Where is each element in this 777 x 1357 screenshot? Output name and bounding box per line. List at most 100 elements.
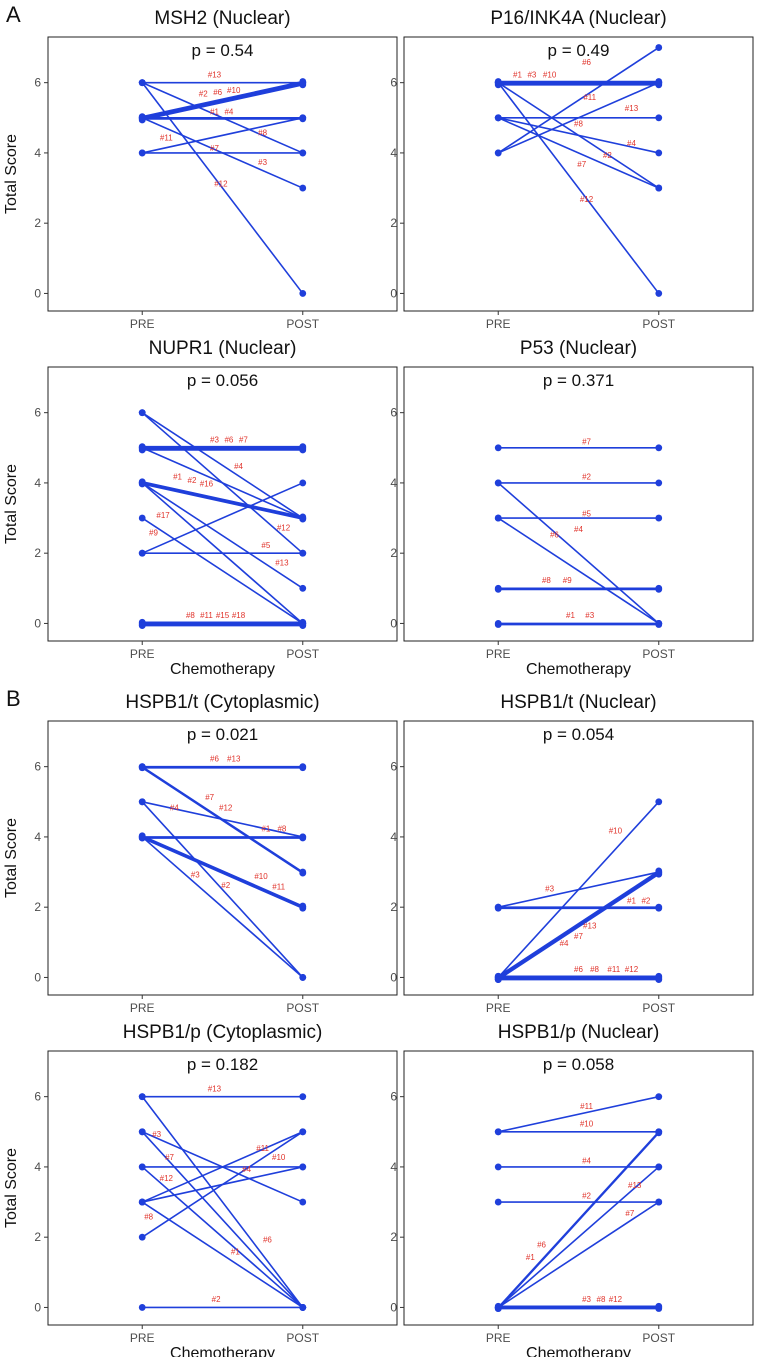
patient-label: #5 bbox=[582, 509, 591, 518]
pre-point bbox=[494, 1302, 502, 1310]
y-tick-label: 4 bbox=[390, 476, 397, 490]
pre-point bbox=[494, 79, 502, 87]
patient-label: #8 bbox=[590, 965, 599, 974]
post-point bbox=[655, 1198, 663, 1206]
post-point bbox=[299, 446, 307, 454]
chart-title: HSPB1/p (Cytoplasmic) bbox=[123, 1022, 323, 1043]
patient-label: #4 bbox=[224, 107, 233, 116]
patient-label: #18 bbox=[232, 611, 246, 620]
patient-label: #11 bbox=[580, 1102, 593, 1111]
patient-line bbox=[141, 1131, 304, 1203]
post-point bbox=[299, 513, 307, 521]
pre-point bbox=[138, 479, 146, 487]
patient-label: #13 bbox=[275, 558, 289, 567]
patient-label: #12 bbox=[219, 804, 233, 813]
patient-label: #6 bbox=[213, 88, 222, 97]
patient-label: #8 bbox=[597, 1295, 606, 1304]
patient-label: #3 bbox=[210, 436, 219, 445]
patient-line bbox=[141, 836, 304, 979]
patient-line bbox=[142, 801, 303, 838]
post-point bbox=[655, 798, 663, 806]
plot-frame bbox=[403, 366, 754, 642]
pre-point bbox=[138, 1233, 146, 1241]
patient-label: #8 bbox=[542, 576, 551, 585]
y-tick-label: 0 bbox=[390, 1300, 397, 1314]
pre-point bbox=[494, 149, 502, 157]
patient-label: #7 bbox=[574, 932, 583, 941]
patient-label: #15 bbox=[216, 611, 230, 620]
chart-8: HSPB1/p (Nuclear) p = 0.058 0 2 4 6 PRE POST Che… bbox=[390, 1022, 754, 1357]
patient-line bbox=[497, 81, 660, 154]
patient-label: #3 bbox=[527, 70, 536, 79]
patient-label: #1 bbox=[513, 70, 522, 79]
p-value: p = 0.021 bbox=[187, 725, 258, 744]
post-point bbox=[299, 290, 307, 297]
patient-label: #10 bbox=[609, 826, 623, 835]
pre-point bbox=[494, 479, 502, 487]
pre-point bbox=[138, 549, 146, 557]
y-tick-label: 4 bbox=[34, 146, 41, 160]
patient-label: #6 bbox=[574, 965, 583, 974]
x-tick-label: PRE bbox=[130, 317, 155, 331]
y-tick-label: 0 bbox=[34, 286, 41, 300]
patient-line bbox=[142, 82, 303, 120]
patient-label: #6 bbox=[224, 436, 233, 445]
patient-line bbox=[142, 482, 303, 519]
y-tick-label: 4 bbox=[34, 830, 41, 844]
patient-label: #13 bbox=[583, 921, 597, 930]
post-point bbox=[299, 584, 307, 592]
patient-line bbox=[141, 1131, 304, 1238]
chart-5: HSPB1/t (Cytoplasmic) p = 0.021 0 2 4 6 PRE POS… bbox=[3, 692, 398, 1015]
y-tick-label: 2 bbox=[390, 1230, 397, 1244]
pre-point bbox=[494, 1128, 502, 1136]
pre-point bbox=[138, 149, 146, 157]
plot-frame bbox=[47, 36, 398, 312]
patient-label: #4 bbox=[242, 1165, 251, 1174]
patient-label: #4 bbox=[234, 462, 243, 471]
pre-point bbox=[494, 976, 502, 984]
patient-label: #10 bbox=[227, 86, 241, 95]
patient-label: #13 bbox=[625, 104, 639, 113]
patient-line bbox=[497, 117, 660, 189]
pre-point bbox=[494, 514, 502, 522]
patient-label: #3 bbox=[545, 884, 554, 893]
patient-line bbox=[497, 46, 660, 154]
patient-line bbox=[142, 80, 303, 118]
p-value: p = 0.49 bbox=[548, 41, 610, 60]
patient-label: #3 bbox=[152, 1130, 161, 1139]
patient-label: #2 bbox=[221, 881, 230, 890]
patient-line bbox=[141, 1166, 304, 1309]
post-point bbox=[655, 290, 663, 297]
x-tick-label: POST bbox=[642, 647, 675, 661]
patient-line bbox=[497, 801, 660, 978]
patient-line bbox=[141, 837, 304, 910]
post-point bbox=[299, 622, 307, 630]
patient-line bbox=[141, 801, 304, 978]
patient-label: #4 bbox=[170, 804, 179, 813]
post-point bbox=[299, 549, 307, 557]
y-tick-label: 4 bbox=[390, 146, 397, 160]
x-tick-label: PRE bbox=[486, 1331, 511, 1345]
chart-2: P16/INK4A (Nuclear) p = 0.49 0 2 4 6 PRE POST #1… bbox=[390, 8, 754, 331]
y-tick-label: 0 bbox=[34, 1300, 41, 1314]
patient-label: #5 bbox=[261, 541, 270, 550]
patient-label: #1 bbox=[526, 1253, 535, 1262]
pre-point bbox=[138, 1198, 146, 1206]
y-tick-label: 0 bbox=[34, 616, 41, 630]
pre-point bbox=[138, 409, 146, 417]
patient-label: #6 bbox=[210, 754, 219, 763]
post-point bbox=[655, 1302, 663, 1310]
post-point bbox=[655, 870, 663, 878]
patient-label: #2 bbox=[212, 1295, 221, 1304]
post-point bbox=[299, 974, 307, 981]
patient-label: #11 bbox=[607, 965, 620, 974]
patient-label: #8 bbox=[574, 120, 583, 129]
pre-point bbox=[494, 904, 502, 912]
pre-point bbox=[138, 833, 146, 841]
patient-label: #11 bbox=[160, 134, 173, 143]
patient-line bbox=[142, 81, 303, 119]
patient-label: #3 bbox=[582, 1295, 591, 1304]
post-point bbox=[655, 184, 663, 192]
post-point bbox=[655, 44, 663, 51]
